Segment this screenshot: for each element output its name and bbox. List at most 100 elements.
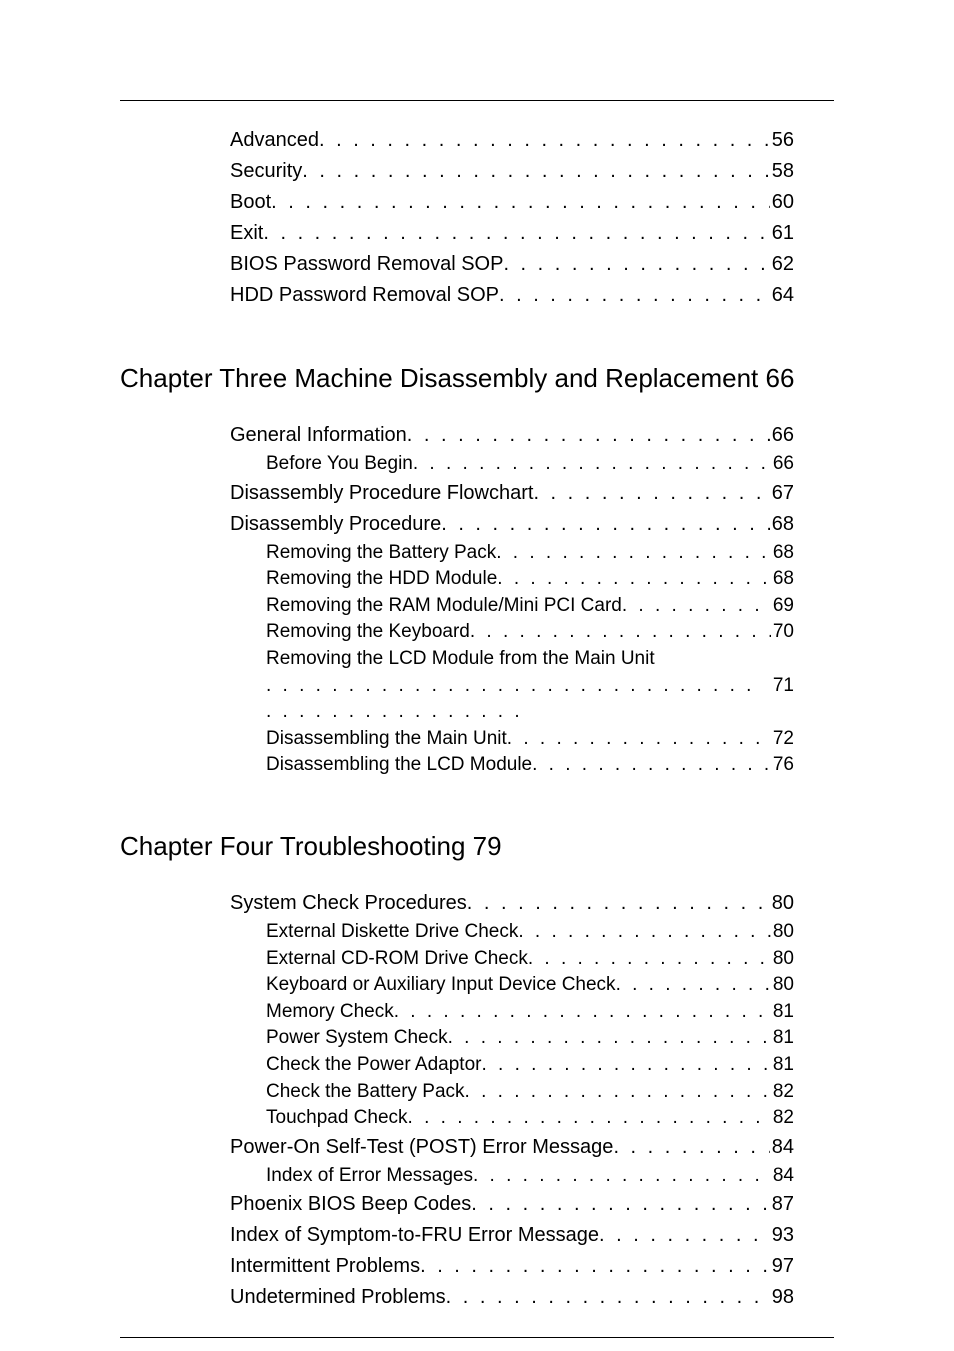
chapter-three-list: General Information 66 Before You Begin … xyxy=(120,420,834,779)
toc-dots xyxy=(481,1052,770,1079)
toc-dots xyxy=(613,1132,769,1163)
toc-label: External Diskette Drive Check xyxy=(266,919,518,946)
toc-page: 82 xyxy=(771,1105,794,1132)
toc-label: Touchpad Check xyxy=(266,1105,408,1132)
toc-dots xyxy=(263,218,769,249)
toc-label: Disassembling the LCD Module xyxy=(266,752,532,779)
toc-page: 56 xyxy=(770,125,794,156)
toc-dots xyxy=(441,509,770,540)
toc-entry: Before You Begin 66 xyxy=(230,451,794,478)
toc-entry: Security 58 xyxy=(230,156,794,187)
toc-page: 82 xyxy=(771,1079,794,1106)
toc-entry: Undetermined Problems 98 xyxy=(230,1282,794,1313)
toc-page: 72 xyxy=(771,726,794,753)
toc-label: Power-On Self-Test (POST) Error Message xyxy=(230,1132,613,1163)
toc-label: Removing the RAM Module/Mini PCI Card xyxy=(266,593,622,620)
toc-page: 98 xyxy=(770,1282,794,1313)
toc-label: Exit xyxy=(230,218,263,249)
toc-page: 68 xyxy=(770,509,794,540)
toc-dots xyxy=(448,1025,771,1052)
toc-entry: Intermittent Problems 97 xyxy=(230,1251,794,1282)
toc-dots xyxy=(499,280,770,311)
toc-page: 62 xyxy=(770,249,794,280)
toc-page: 64 xyxy=(770,280,794,311)
toc-dots xyxy=(497,566,771,593)
toc-label: Disassembling the Main Unit xyxy=(266,726,507,753)
toc-dots xyxy=(532,752,771,779)
toc-label: Removing the HDD Module xyxy=(266,566,497,593)
toc-label: Removing the LCD Module from the Main Un… xyxy=(266,646,655,673)
chapter-four-title: Chapter Four Troubleshooting 79 xyxy=(120,831,834,862)
toc-page: 68 xyxy=(771,566,794,593)
toc-label: Before You Begin xyxy=(266,451,413,478)
toc-dots xyxy=(271,187,770,218)
toc-label: Advanced xyxy=(230,125,319,156)
toc-entry: Exit 61 xyxy=(230,218,794,249)
toc-entry: Memory Check 81 xyxy=(230,999,794,1026)
toc-entry: General Information 66 xyxy=(230,420,794,451)
toc-dots xyxy=(266,673,771,726)
toc-dots xyxy=(622,593,771,620)
toc-entry: Removing the HDD Module 68 xyxy=(230,566,794,593)
toc-entry: BIOS Password Removal SOP 62 xyxy=(230,249,794,280)
toc-entry: Removing the RAM Module/Mini PCI Card 69 xyxy=(230,593,794,620)
toc-label: General Information xyxy=(230,420,407,451)
toc-entry: Index of Error Messages 84 xyxy=(230,1163,794,1190)
toc-entry: Check the Battery Pack 82 xyxy=(230,1079,794,1106)
toc-page: 70 xyxy=(771,619,794,646)
toc-page: 81 xyxy=(771,1052,794,1079)
toc-dots xyxy=(319,125,770,156)
toc-page: 66 xyxy=(770,420,794,451)
toc-page: 80 xyxy=(771,972,794,999)
chapter-four-list: System Check Procedures 80 External Disk… xyxy=(120,888,834,1313)
toc-page: 69 xyxy=(771,593,794,620)
toc-entry: Check the Power Adaptor 81 xyxy=(230,1052,794,1079)
toc-dots xyxy=(473,1163,771,1190)
toc-entry: System Check Procedures 80 xyxy=(230,888,794,919)
top-section-list: Advanced 56 Security 58 Boot 60 Exit 61 … xyxy=(120,125,834,311)
toc-entry: Index of Symptom-to-FRU Error Message 93 xyxy=(230,1220,794,1251)
toc-entry: Disassembly Procedure 68 xyxy=(230,509,794,540)
toc-page: 84 xyxy=(771,1163,794,1190)
chapter-three-title: Chapter Three Machine Disassembly and Re… xyxy=(120,363,834,394)
toc-label: HDD Password Removal SOP xyxy=(230,280,499,311)
toc-label: Disassembly Procedure Flowchart xyxy=(230,478,533,509)
toc-label: Undetermined Problems xyxy=(230,1282,446,1313)
toc-label: Index of Error Messages xyxy=(266,1163,473,1190)
toc-dots xyxy=(413,451,771,478)
toc-page: 66 xyxy=(771,451,794,478)
toc-dots xyxy=(470,619,771,646)
toc-dots xyxy=(599,1220,770,1251)
toc-entry: Advanced 56 xyxy=(230,125,794,156)
toc-label: Boot xyxy=(230,187,271,218)
toc-page: 84 xyxy=(770,1132,794,1163)
toc-entry: Phoenix BIOS Beep Codes 87 xyxy=(230,1189,794,1220)
toc-label: Removing the Keyboard xyxy=(266,619,470,646)
toc-dots xyxy=(507,726,771,753)
toc-page: 71 xyxy=(771,673,794,700)
toc-dots xyxy=(471,1189,769,1220)
toc-dots xyxy=(394,999,771,1026)
toc-entry: Removing the Keyboard 70 xyxy=(230,619,794,646)
toc-label: Check the Power Adaptor xyxy=(266,1052,481,1079)
toc-label: External CD-ROM Drive Check xyxy=(266,946,528,973)
toc-page: 60 xyxy=(770,187,794,218)
toc-page: 93 xyxy=(770,1220,794,1251)
toc-label: Disassembly Procedure xyxy=(230,509,441,540)
toc-label: Power System Check xyxy=(266,1025,448,1052)
toc-entry: Disassembly Procedure Flowchart 67 xyxy=(230,478,794,509)
toc-label: Security xyxy=(230,156,302,187)
toc-dots xyxy=(528,946,771,973)
toc-page: 68 xyxy=(771,540,794,567)
toc-dots xyxy=(407,420,770,451)
toc-dots xyxy=(518,919,770,946)
toc-label: Memory Check xyxy=(266,999,394,1026)
toc-label: Index of Symptom-to-FRU Error Message xyxy=(230,1220,599,1251)
toc-dots xyxy=(616,972,771,999)
toc-label: Keyboard or Auxiliary Input Device Check xyxy=(266,972,616,999)
toc-page: 81 xyxy=(771,999,794,1026)
toc-dots xyxy=(420,1251,770,1282)
toc-dots xyxy=(302,156,770,187)
toc-entry: HDD Password Removal SOP 64 xyxy=(230,280,794,311)
toc-label: Check the Battery Pack xyxy=(266,1079,465,1106)
